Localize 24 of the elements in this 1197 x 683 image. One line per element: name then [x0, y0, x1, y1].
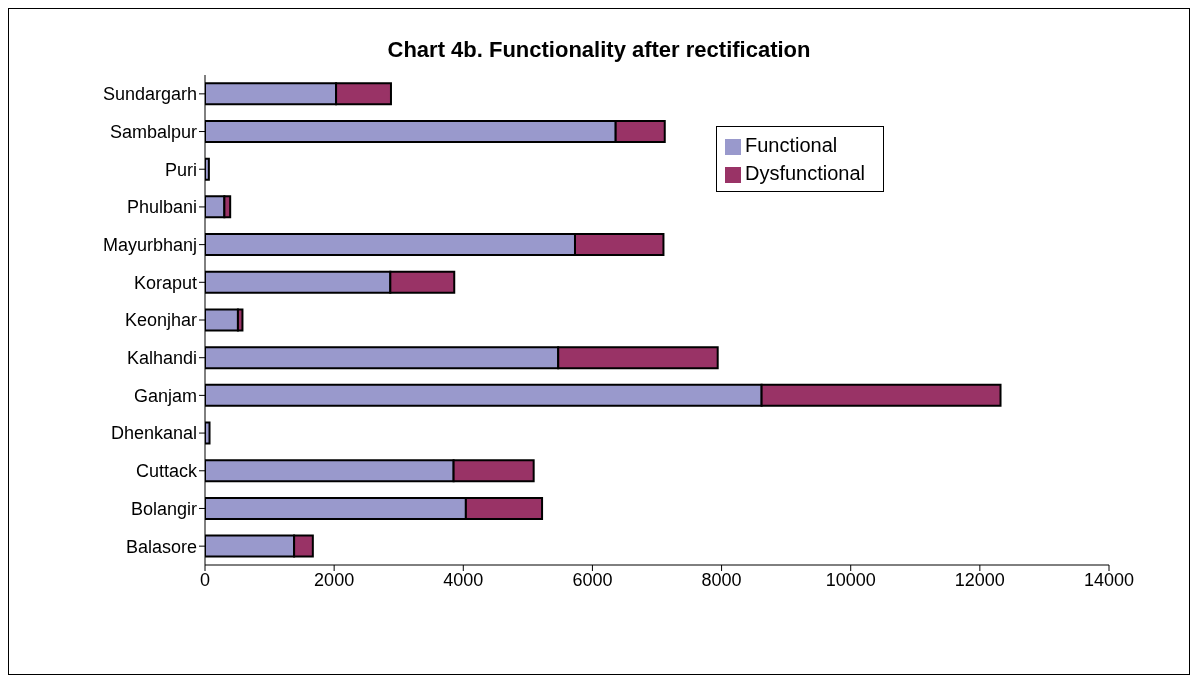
x-tick-label: 14000: [1083, 569, 1135, 590]
y-tick-label: Ganjam: [133, 385, 197, 406]
x-tick-label: 12000: [954, 569, 1005, 590]
y-tick-label: Keonjhar: [124, 310, 197, 331]
x-tick-label: 0: [199, 569, 211, 590]
y-tick-label: Dhenkanal: [110, 423, 197, 444]
y-tick-label: Mayurbhanj: [102, 235, 197, 256]
chart-title: Chart 4b. Functionality after rectification: [386, 37, 812, 64]
legend-label: Dysfunctional: [744, 162, 865, 184]
legend-label: Functional: [744, 134, 838, 156]
y-tick-label: Phulbani: [126, 197, 197, 218]
y-tick-label: Cuttack: [135, 461, 198, 482]
y-tick-label: Koraput: [133, 272, 197, 293]
x-tick-label: 4000: [443, 569, 484, 590]
y-tick-label: Sambalpur: [109, 121, 198, 142]
x-tick-label: 2000: [314, 569, 355, 590]
x-tick-label: 8000: [701, 569, 742, 590]
x-tick-label: 10000: [825, 569, 876, 590]
x-tick-label: 6000: [572, 569, 613, 590]
y-tick-label: Sundargarh: [102, 84, 197, 105]
y-tick-label: Balasore: [125, 536, 197, 557]
y-tick-label: Puri: [164, 159, 197, 180]
y-tick-label: Bolangir: [130, 498, 197, 519]
y-tick-label: Kalhandi: [126, 348, 197, 369]
